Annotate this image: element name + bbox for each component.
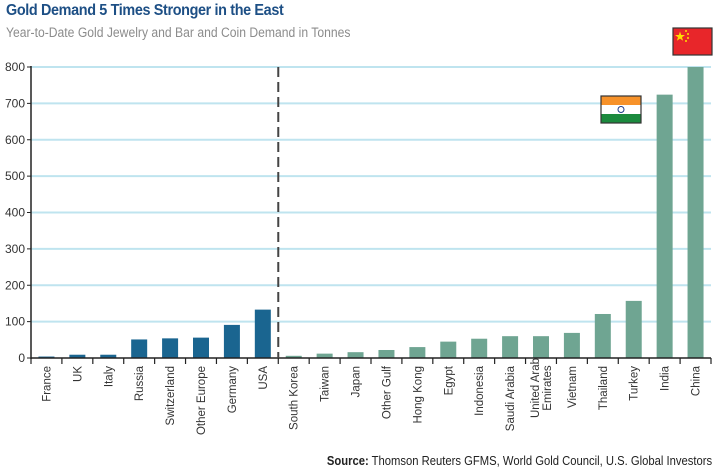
y-tick-labels: 0 100 200 300 400 500 600 700 800 xyxy=(5,60,25,365)
bar-russia xyxy=(131,339,148,358)
chart-title: Gold Demand 5 Times Stronger in the East xyxy=(6,2,284,19)
y-tick-label: 0 xyxy=(18,351,25,365)
bar-usa xyxy=(254,309,271,358)
flag-india-icon xyxy=(600,95,642,124)
flags xyxy=(600,27,713,124)
bar-japan xyxy=(347,352,364,358)
x-tick-label: India xyxy=(660,365,672,391)
bar-switzerland xyxy=(162,338,179,358)
x-tick-label: Japan xyxy=(351,366,363,397)
x-tick-label: United ArabEmirates xyxy=(530,358,554,418)
bar-indonesia xyxy=(471,338,488,358)
y-tick-label: 400 xyxy=(5,206,25,220)
x-tick-label: China xyxy=(691,365,703,396)
bar-turkey xyxy=(625,300,642,358)
flag-china-icon xyxy=(672,27,713,56)
axes xyxy=(27,66,712,364)
bar-india xyxy=(656,94,673,359)
bar-italy xyxy=(100,354,117,358)
flag-small-star xyxy=(685,40,687,42)
x-tick-label: Russia xyxy=(134,365,146,401)
flag-small-star xyxy=(687,37,689,39)
bar-egypt xyxy=(440,341,457,358)
x-tick-label: France xyxy=(41,366,53,402)
x-tick-label: Taiwan xyxy=(320,366,332,402)
y-tick-label: 200 xyxy=(5,278,25,292)
y-tick-label: 600 xyxy=(5,133,25,147)
x-tick-label: Egypt xyxy=(443,365,455,395)
flag-stripe xyxy=(601,114,641,123)
x-tick-label: Other Gulf xyxy=(381,365,393,419)
bar-other-gulf xyxy=(378,349,395,358)
y-tick-label: 100 xyxy=(5,315,25,329)
source-text: Thomson Reuters GFMS, World Gold Council… xyxy=(368,454,712,468)
flag-chakra xyxy=(617,106,625,113)
flag-stripe xyxy=(601,105,641,114)
flag-small-star xyxy=(687,33,689,35)
y-tick-label: 300 xyxy=(5,242,25,256)
x-tick-label: UK xyxy=(72,366,84,382)
x-tick-label: Other Europe xyxy=(196,366,208,435)
bar-vietnam xyxy=(563,332,580,358)
source-note: Source: Thomson Reuters GFMS, World Gold… xyxy=(327,454,712,468)
x-tick-label: Saudi Arabia xyxy=(505,365,517,431)
bar-hong-kong xyxy=(409,347,426,358)
flag-field xyxy=(672,27,713,56)
x-tick-label: Thailand xyxy=(598,366,610,410)
y-tick-label: 500 xyxy=(5,169,25,183)
flag-star xyxy=(675,31,685,41)
bar-taiwan xyxy=(316,353,333,358)
x-tick-label: South Korea xyxy=(289,365,301,430)
bar-united-arab-emirates xyxy=(533,336,549,358)
flag-small-star xyxy=(685,30,687,32)
y-tick-label: 700 xyxy=(5,96,25,110)
chart-subtitle: Year-to-Date Gold Jewelry and Bar and Co… xyxy=(6,25,351,40)
x-tick-label: Germany xyxy=(227,366,239,414)
x-tick-label: Hong Kong xyxy=(412,366,424,424)
flag-stripe xyxy=(601,96,641,105)
x-tick-label: Indonesia xyxy=(474,365,486,415)
x-tick-labels: France UK Italy Russia Switzerland Other Euro… xyxy=(41,358,702,435)
x-tick-label: USA xyxy=(258,366,270,390)
bar-other-europe xyxy=(193,337,209,358)
flag-border xyxy=(600,95,642,124)
bar-china xyxy=(687,67,704,358)
bar-thailand xyxy=(594,313,611,358)
y-tick-label: 800 xyxy=(5,60,25,74)
x-tick-label: Italy xyxy=(103,366,115,387)
bars xyxy=(38,67,704,359)
x-tick-label: Turkey xyxy=(629,366,641,401)
x-tick-label: Vietnam xyxy=(567,366,579,408)
x-tick-label: Switzerland xyxy=(165,366,177,425)
bar-south-korea xyxy=(285,355,302,358)
bar-uk xyxy=(69,354,86,358)
bar-saudi-arabia xyxy=(502,336,519,358)
source-label: Source: xyxy=(326,454,369,468)
bar-germany xyxy=(223,324,240,358)
